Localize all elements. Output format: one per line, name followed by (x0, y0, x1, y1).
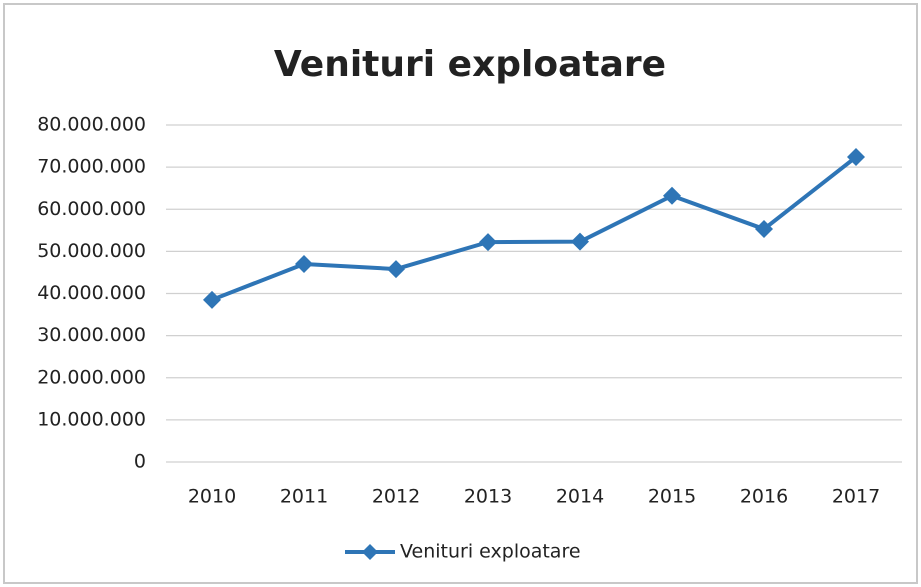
x-tick-label: 2011 (280, 486, 328, 508)
y-tick-label: 0 (134, 451, 146, 473)
x-tick-label: 2016 (740, 486, 788, 508)
y-tick-label: 80.000.000 (37, 114, 146, 136)
x-tick-label: 2015 (648, 486, 696, 508)
data-point (755, 220, 773, 239)
x-tick-label: 2013 (464, 486, 512, 508)
data-point (203, 290, 221, 309)
y-tick-label: 50.000.000 (37, 240, 146, 262)
data-point (387, 260, 405, 279)
x-tick-label: 2010 (188, 486, 236, 508)
data-point (663, 186, 681, 205)
x-tick-label: 2012 (372, 486, 420, 508)
y-tick-label: 70.000.000 (37, 156, 146, 178)
x-tick-label: 2014 (556, 486, 604, 508)
legend-label: Venituri exploatare (400, 541, 581, 563)
y-tick-label: 60.000.000 (37, 198, 146, 220)
chart-title: Venituri exploatare (274, 44, 666, 85)
legend-marker (362, 544, 378, 560)
y-tick-label: 20.000.000 (37, 366, 146, 388)
data-point (479, 233, 497, 252)
y-tick-label: 40.000.000 (37, 282, 146, 304)
y-tick-label: 30.000.000 (37, 324, 146, 346)
y-tick-label: 10.000.000 (37, 408, 146, 430)
data-point (847, 148, 865, 167)
series-line (211, 155, 858, 302)
data-point (571, 232, 589, 251)
data-point (295, 255, 313, 274)
x-tick-label: 2017 (832, 486, 880, 508)
